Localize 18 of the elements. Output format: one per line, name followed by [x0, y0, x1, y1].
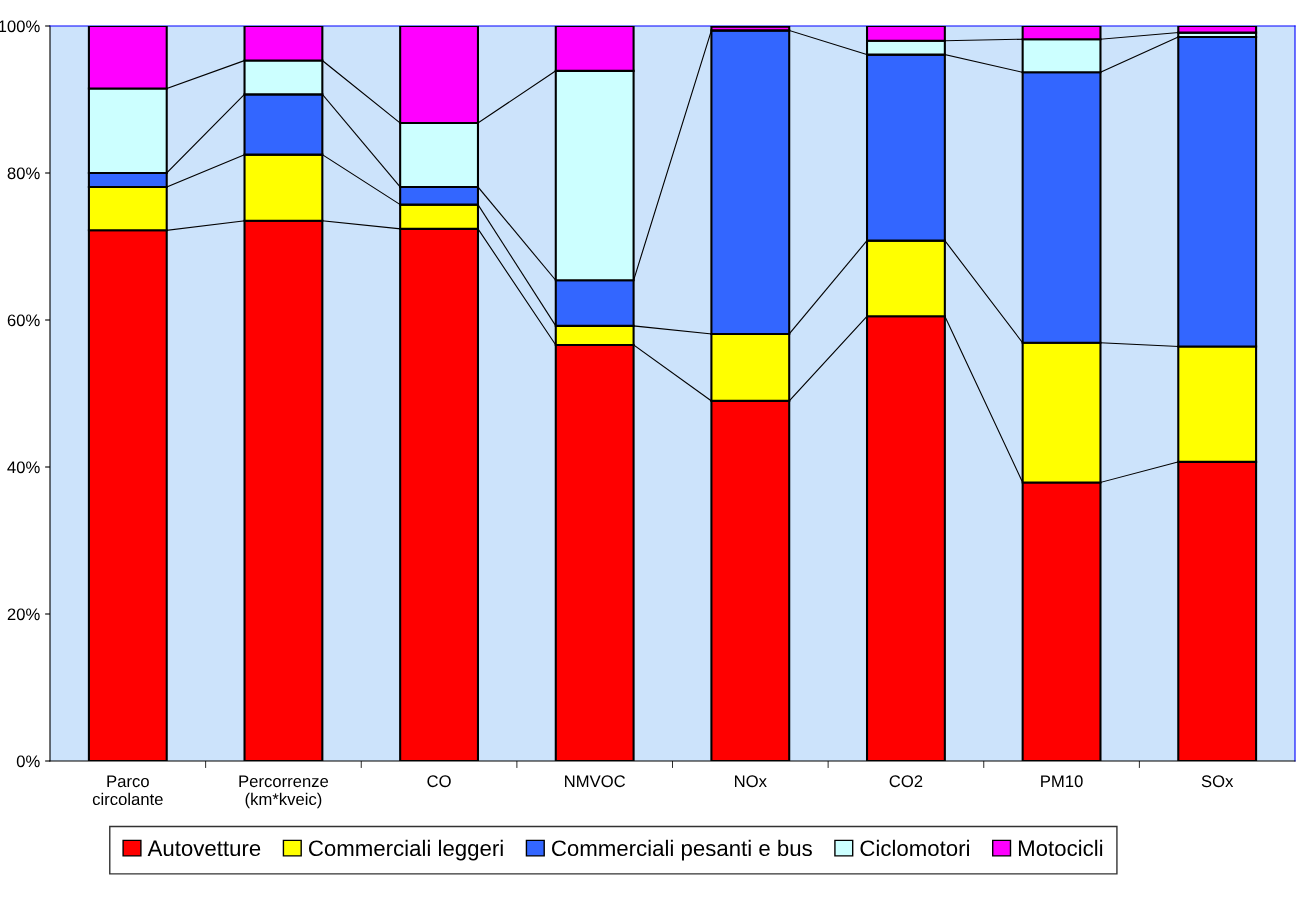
legend-label: Ciclomotori	[860, 839, 969, 857]
y-tick-label: 40%	[7, 461, 40, 474]
x-tick-label: CO	[427, 775, 451, 788]
y-tick-label: 60%	[7, 314, 40, 327]
x-tick-label: PM10	[1041, 775, 1083, 788]
x-tick-label: SOx	[1201, 775, 1234, 788]
x-tick-label: NOx	[735, 775, 767, 788]
x-tick-label: Percorrenze (km*kveic)	[239, 775, 329, 809]
legend-label: Motocicli	[1018, 839, 1103, 857]
x-tick-label: Parco circolante	[92, 775, 163, 806]
y-tick-label: 0%	[16, 755, 40, 768]
legend-label: Commerciali pesanti e bus	[552, 839, 812, 861]
x-tick-label: NMVOC	[565, 775, 626, 788]
y-tick-label: 20%	[7, 608, 40, 621]
y-tick-label: 80%	[7, 167, 40, 180]
legend-label: Commerciali leggeri	[308, 839, 503, 861]
x-tick-label: CO2	[889, 775, 923, 788]
legend-label: Autovetture	[147, 840, 261, 857]
